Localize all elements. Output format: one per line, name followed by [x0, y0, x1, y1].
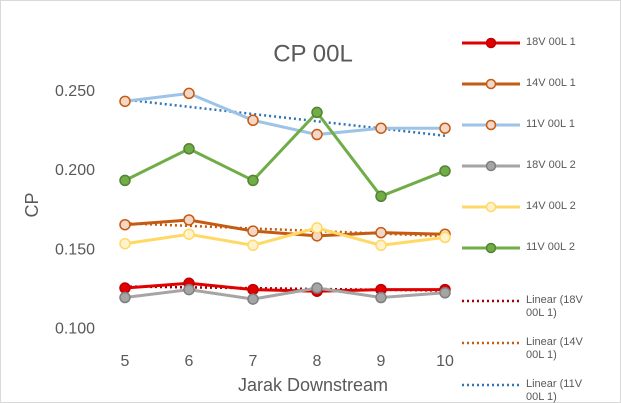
marker [119, 291, 131, 304]
marker [375, 122, 387, 134]
x-tick-label: 7 [249, 353, 258, 370]
marker [119, 282, 131, 294]
marker [247, 174, 259, 187]
series-line [124, 286, 446, 301]
legend-marker [485, 160, 497, 172]
marker [311, 282, 323, 294]
chart-title: CP 00L [273, 40, 353, 67]
legend-label: Linear (11V 00L 1) [526, 378, 583, 403]
marker [183, 214, 195, 226]
legend-label: Linear (14V 00L 1) [526, 336, 583, 361]
legend-label: Linear (18V 00L 1) [526, 294, 583, 319]
legend-marker [485, 37, 497, 49]
y-tick-label: 0.250 [55, 83, 95, 100]
x-tick-label: 9 [377, 353, 386, 370]
marker [119, 218, 131, 231]
x-tick-label: 8 [313, 353, 322, 370]
marker [439, 122, 451, 134]
marker [247, 114, 259, 127]
legend-marker [485, 201, 497, 213]
legend-marker [485, 119, 497, 131]
legend-label: 18V 00L 2 [526, 159, 576, 171]
legend-label: 11V 00L 2 [526, 241, 575, 253]
x-tick-label: 5 [121, 353, 130, 370]
marker [375, 190, 387, 203]
legend-marker [485, 242, 497, 254]
marker [119, 237, 131, 250]
y-tick-label: 0.100 [55, 320, 95, 337]
x-tick-label: 6 [185, 353, 194, 370]
y-tick-label: 0.200 [55, 162, 95, 179]
legend-label: 18V 00L 1 [526, 36, 576, 48]
marker [375, 291, 387, 304]
marker [183, 143, 195, 155]
x-tick-label: 10 [436, 353, 454, 370]
marker [375, 226, 387, 239]
series-line [124, 91, 445, 137]
marker [439, 287, 451, 299]
marker [247, 225, 259, 237]
legend-marker [485, 78, 497, 90]
legend-label: 14V 00L 1 [526, 77, 576, 89]
series-line [124, 110, 446, 199]
marker [375, 239, 387, 252]
marker [119, 174, 131, 187]
marker [247, 239, 259, 252]
legend-label: 11V 00L 1 [526, 118, 575, 130]
trendline [124, 98, 446, 137]
x-axis-label: Jarak Downstream [238, 375, 388, 395]
marker [119, 95, 131, 108]
marker [439, 165, 451, 177]
marker [247, 293, 259, 305]
marker [311, 106, 323, 119]
series-line [124, 281, 445, 293]
marker [439, 231, 451, 244]
marker [183, 283, 195, 296]
marker [311, 128, 323, 141]
marker [183, 87, 195, 100]
marker [247, 283, 259, 296]
y-tick-label: 0.150 [55, 241, 95, 258]
marker [311, 222, 323, 234]
series-line [124, 226, 446, 247]
y-axis-label: CP [22, 192, 42, 217]
marker [183, 228, 195, 240]
legend-label: 14V 00L 2 [526, 200, 576, 212]
series-line [124, 218, 446, 238]
